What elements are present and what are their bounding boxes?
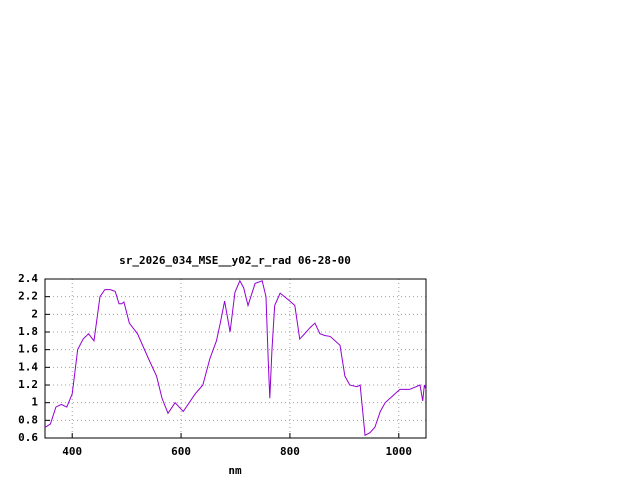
y-tick-label: 1.2: [18, 378, 38, 391]
y-tick-label: 2.4: [18, 272, 38, 285]
y-tick-label: 1.6: [18, 343, 38, 356]
y-tick-label: 2.2: [18, 290, 38, 303]
y-tick-label: 0.6: [18, 431, 38, 444]
y-tick-label: 2: [31, 307, 38, 320]
x-tick-label: 1000: [386, 445, 413, 458]
x-axis-label: nm: [228, 464, 242, 477]
y-tick-label: 1.4: [18, 360, 38, 373]
data-line: [44, 279, 427, 437]
y-tick-label: 1.8: [18, 325, 38, 338]
x-tick-label: 800: [280, 445, 300, 458]
y-tick-label: 0.8: [18, 413, 38, 426]
chart-title: sr_2026_034_MSE__y02_r_rad 06-28-00: [119, 254, 351, 267]
x-tick-label: 400: [62, 445, 82, 458]
x-tick-label: 600: [171, 445, 191, 458]
y-tick-label: 1: [31, 396, 38, 409]
plot-frame: [44, 278, 427, 439]
